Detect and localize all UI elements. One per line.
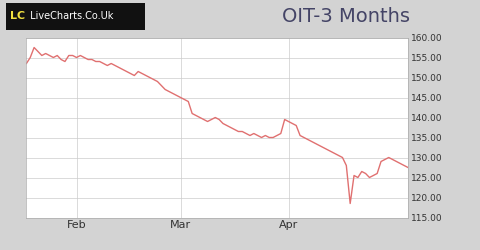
Text: LiveCharts.Co.Uk: LiveCharts.Co.Uk	[27, 11, 114, 21]
Text: OIT-3 Months: OIT-3 Months	[282, 8, 410, 26]
Text: LC: LC	[10, 11, 25, 21]
